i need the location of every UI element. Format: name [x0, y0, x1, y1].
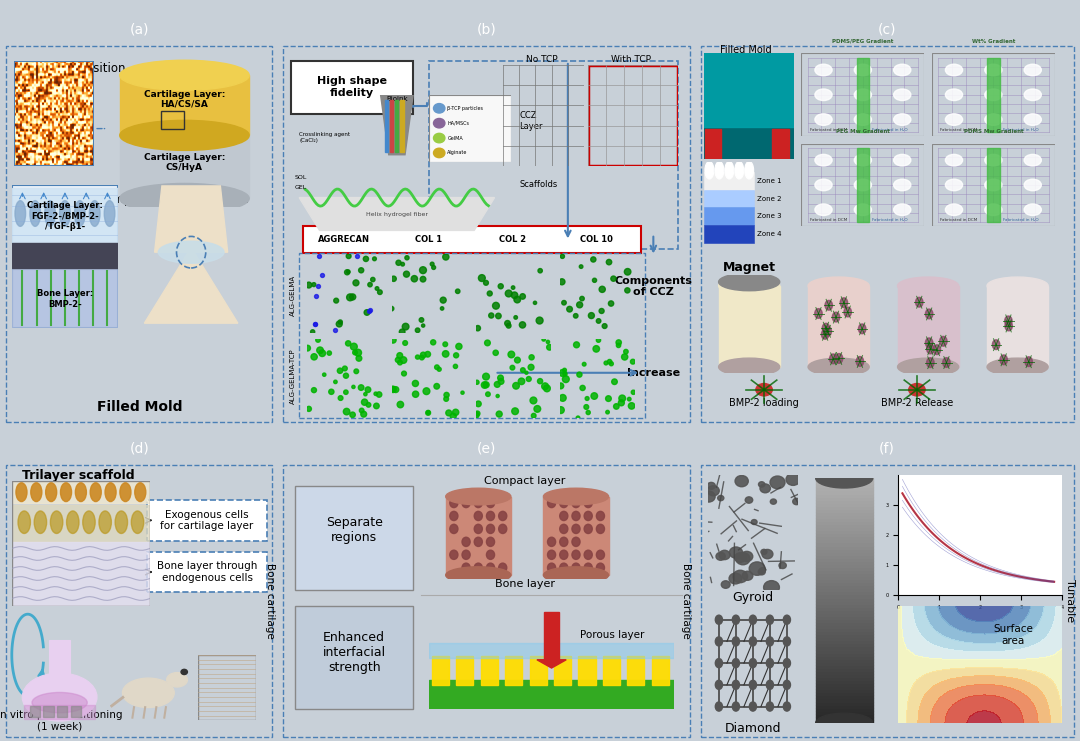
Text: ALG-GELMA: ALG-GELMA: [291, 275, 296, 316]
Text: Scaffolds: Scaffolds: [519, 181, 557, 190]
Text: (c): (c): [878, 23, 896, 37]
Text: Pore size: Pore size: [984, 518, 1037, 531]
Text: A stable transition: A stable transition: [17, 62, 125, 75]
Text: BMP-2 loading: BMP-2 loading: [729, 398, 799, 408]
Text: (e): (e): [476, 442, 496, 456]
Text: Diamond: Diamond: [725, 722, 781, 735]
Text: COL 1: COL 1: [415, 235, 442, 244]
Text: Bone cartilage: Bone cartilage: [680, 562, 691, 639]
Text: ALG-GELMA-TCP: ALG-GELMA-TCP: [291, 349, 296, 405]
Text: Compact layer: Compact layer: [485, 476, 566, 486]
Text: (b): (b): [476, 23, 497, 37]
Text: Separate
regions: Separate regions: [326, 516, 382, 544]
Text: Bone layer through
endogenous cells: Bone layer through endogenous cells: [157, 561, 257, 583]
Bar: [295, 606, 414, 709]
Text: Bone layer: Bone layer: [495, 579, 555, 589]
Text: Magnet: Magnet: [723, 261, 775, 274]
Bar: [295, 486, 414, 590]
Text: No TCP: No TCP: [526, 55, 557, 64]
FancyBboxPatch shape: [147, 551, 267, 592]
Text: BMP-2 Release: BMP-2 Release: [881, 398, 953, 408]
Text: AGGRECAN: AGGRECAN: [318, 235, 370, 244]
Text: Enhanced
interfacial
strength: Enhanced interfacial strength: [323, 631, 386, 674]
Text: Tunable: Tunable: [1065, 579, 1075, 622]
Text: Increase: Increase: [626, 368, 680, 378]
Text: COL 2: COL 2: [499, 235, 526, 244]
Bar: [303, 226, 642, 253]
FancyBboxPatch shape: [147, 500, 267, 541]
Text: Trilayer scaffold: Trilayer scaffold: [22, 469, 135, 482]
Text: With TCP: With TCP: [611, 55, 651, 64]
Text: CCZ
Layer: CCZ Layer: [519, 111, 542, 130]
Bar: [299, 253, 645, 418]
Text: Components
of CCZ: Components of CCZ: [615, 276, 692, 297]
FancyBboxPatch shape: [291, 61, 414, 113]
Text: Filled Mold: Filled Mold: [96, 400, 183, 414]
Text: COL 10: COL 10: [580, 235, 613, 244]
Text: Bone cartilage: Bone cartilage: [265, 562, 274, 639]
Text: Exogenous cells
for cartilage layer: Exogenous cells for cartilage layer: [161, 510, 254, 531]
Text: Filled Mold: Filled Mold: [719, 44, 771, 55]
Text: A stable fusion of
implant into host tissue: A stable fusion of implant into host tis…: [109, 179, 249, 207]
Text: (f): (f): [879, 442, 895, 456]
Bar: [430, 61, 678, 249]
Text: (d): (d): [130, 442, 149, 456]
Text: Cell-size gradient: Cell-size gradient: [839, 555, 849, 646]
Text: High shape
fidelity: High shape fidelity: [318, 76, 387, 98]
Text: (a): (a): [130, 23, 149, 37]
Text: Gyroid: Gyroid: [732, 591, 773, 605]
Text: In vitro pre-conditioning
(1 week): In vitro pre-conditioning (1 week): [0, 710, 122, 731]
